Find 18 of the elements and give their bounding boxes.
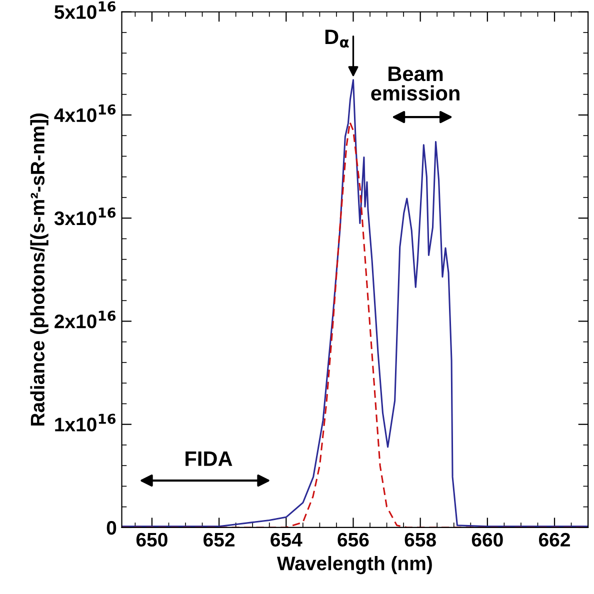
x-tick-label: 654 (270, 532, 302, 547)
y-tick-label: 0 (106, 520, 116, 535)
y-tick-label: 1x10$^{16}$ (55, 414, 116, 432)
y-axis-title: Radiance (photons/[(s-m²-sR-nm]) (30, 113, 48, 426)
x-tick-label: 660 (472, 532, 503, 547)
y-tick-label: 3x10$^{16}$ (54, 207, 116, 226)
x-axis-title: Wavelength (nm) (276, 556, 432, 574)
x-tick-label: 656 (338, 532, 369, 547)
x-tick-label: 662 (539, 532, 570, 547)
y-tick-label: 4x10$^{16}$ (54, 104, 116, 122)
annotation: Beam emission (371, 66, 460, 101)
x-tick-label: 652 (204, 532, 234, 547)
x-tick-label: 658 (404, 532, 436, 547)
y-tick-label: 2x10$^{16}$ (54, 310, 116, 328)
annotation: D$_{α}$ (325, 30, 349, 48)
annotation: FIDA (186, 452, 232, 466)
y-tick-label: 5x10$^{16}$ (54, 1, 116, 19)
x-tick-label: 650 (136, 532, 168, 547)
